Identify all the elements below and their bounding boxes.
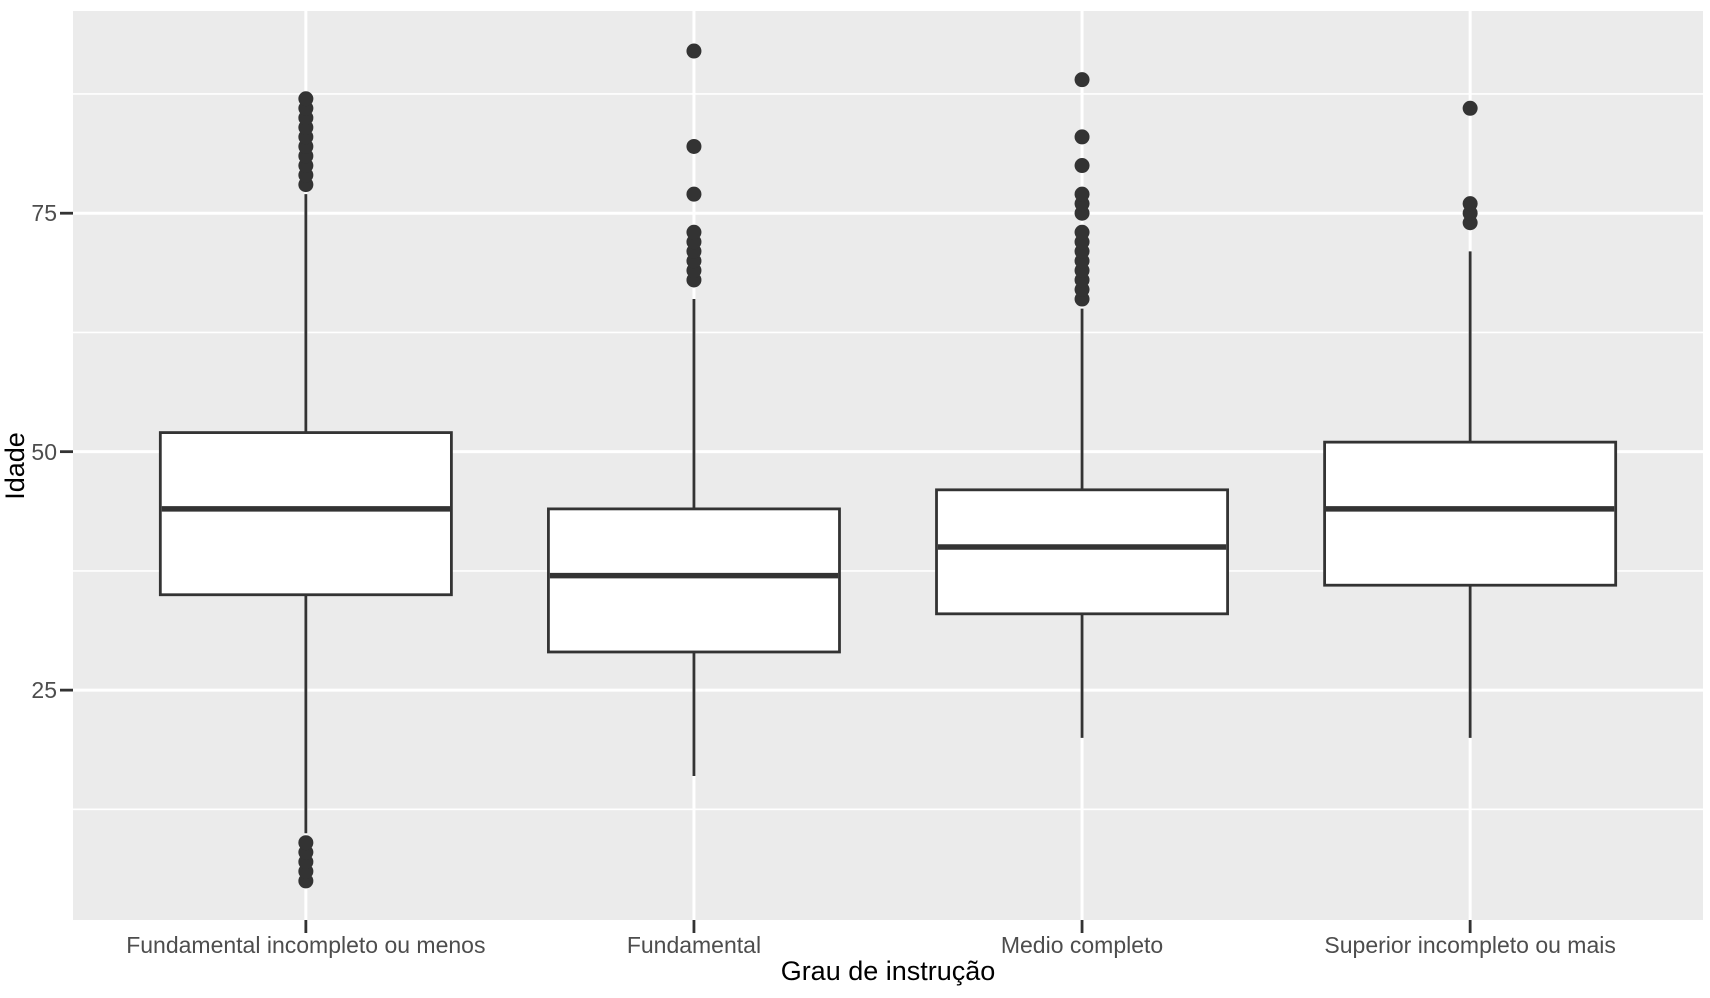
outlier-point xyxy=(686,43,702,59)
outlier-point xyxy=(298,835,314,851)
y-axis-tick-label-25: 25 xyxy=(31,677,57,704)
outlier-point xyxy=(686,224,702,240)
outlier-point xyxy=(1462,100,1478,116)
y-axis-tick-label-50: 50 xyxy=(31,438,57,465)
y-axis-tick-label-75: 75 xyxy=(31,200,57,227)
box-iqr xyxy=(547,507,841,654)
x-axis-category-label: Medio completo xyxy=(1000,932,1164,958)
y-axis-title: Idade xyxy=(0,431,30,500)
outlier-point xyxy=(686,186,702,202)
outlier-point xyxy=(1074,129,1090,145)
outlier-point xyxy=(1074,186,1090,202)
box-iqr xyxy=(158,431,453,597)
x-axis-category-label: Fundamental incompleto ou menos xyxy=(126,932,486,958)
x-axis-category-label: Superior incompleto ou mais xyxy=(1324,932,1616,958)
outlier-point xyxy=(1074,224,1090,240)
outlier-point xyxy=(1074,72,1090,88)
outlier-point xyxy=(1462,196,1478,212)
outlier-point xyxy=(1074,158,1090,174)
outlier-point xyxy=(686,138,702,154)
box-iqr xyxy=(1323,440,1618,587)
outlier-point xyxy=(298,91,314,107)
x-axis-category-label: Fundamental xyxy=(626,932,762,958)
x-axis-title: Grau de instrução xyxy=(780,956,996,986)
box-iqr xyxy=(935,488,1229,616)
